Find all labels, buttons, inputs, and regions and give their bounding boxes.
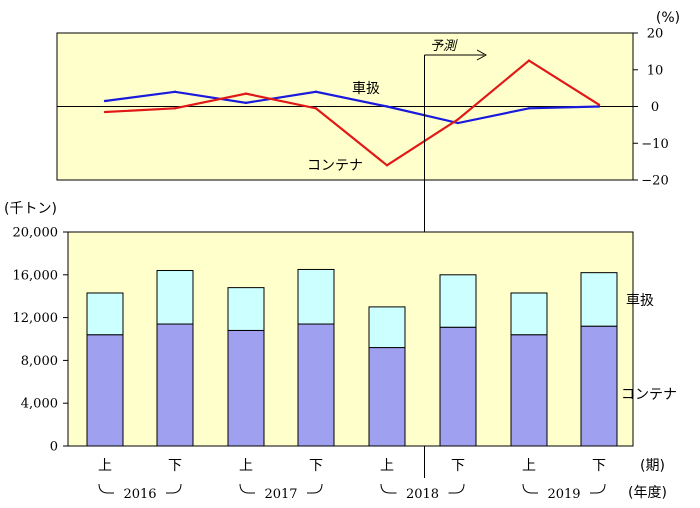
year-bracket-left [98, 483, 114, 494]
period-label: 上 [380, 458, 394, 474]
growth-rate-lines [103, 59, 601, 167]
volume-tick-label: 8,000 [21, 354, 58, 369]
growth-rate-tick-label: 20 [647, 27, 664, 42]
volume-unit: (千トン) [4, 201, 57, 217]
volume-bar-segment [368, 347, 406, 447]
volume-tick-label: 12,000 [13, 311, 59, 326]
growth-rate-tick-label: 0 [651, 100, 659, 115]
growth-rate-y-axis: 20 10 0 −10 −20 [633, 27, 669, 189]
growth-rate-point [244, 101, 248, 105]
volume-bar-segment [86, 334, 124, 447]
year-bracket-right [307, 483, 323, 494]
period-label: 上 [98, 458, 112, 474]
volume-tick-label: 20,000 [13, 226, 59, 241]
growth-rate-point [103, 99, 107, 103]
growth-rate-point [103, 110, 107, 114]
volume-tick-label: 4,000 [21, 397, 58, 412]
growth-rate-point [244, 92, 248, 95]
year-label: 2016 [123, 487, 156, 502]
volume-panel: (千トン) 20,000 16,000 12,000 8,000 4,000 0 車扱 コ… [4, 201, 677, 502]
year-bracket-left [522, 483, 538, 494]
volume-bar-segment [368, 306, 406, 349]
growth-rate-tick-label: −20 [641, 174, 668, 189]
period-label: 下 [309, 458, 323, 474]
period-unit: (期) [640, 458, 665, 474]
year-bracket-left [380, 483, 397, 494]
year-label: 2018 [406, 487, 439, 502]
growth-rate-point [527, 107, 531, 110]
forecast-label: 予測 [430, 39, 458, 54]
growth-rate-point [527, 59, 531, 62]
volume-bar-segment [580, 272, 618, 327]
period-label: 下 [451, 458, 465, 474]
period-label: 下 [592, 458, 606, 474]
growth-rate-label-container: コンテナ [307, 158, 363, 174]
volume-bar-segment [156, 270, 194, 325]
growth-rate-point [385, 105, 389, 108]
growth-rate-point [597, 105, 601, 108]
growth-rate-label-sharyo: 車扱 [352, 80, 380, 97]
growth-rate-series-line [104, 59, 600, 167]
volume-plot-area [67, 231, 634, 447]
growth-rate-point [456, 121, 460, 125]
volume-bar-segment [297, 268, 335, 325]
growth-rate-panel: 20 10 0 −10 −20 (%) 車扱 コンテナ [56, 10, 680, 189]
volume-bar-segment [297, 323, 335, 447]
growth-rate-point [314, 107, 318, 110]
growth-rate-point [173, 90, 177, 94]
volume-bar-segment [580, 325, 618, 447]
growth-rate-tick-label: 10 [647, 63, 664, 78]
volume-bar-segment [510, 292, 548, 336]
volume-bar-segment [510, 334, 548, 447]
year-labels: 2016 2017 2018 2019 [98, 483, 606, 502]
year-label: 2019 [547, 487, 580, 502]
growth-rate-point [314, 90, 318, 94]
period-label: 下 [168, 458, 182, 474]
year-label: 2017 [264, 487, 297, 502]
volume-label-container: コンテナ [621, 387, 677, 403]
growth-rate-series-line [104, 90, 600, 125]
growth-rate-point [173, 107, 177, 110]
year-unit: (年度) [628, 485, 667, 501]
year-bracket-left [239, 483, 255, 494]
forecast-arrow-head [476, 49, 488, 61]
year-bracket-right [590, 483, 606, 494]
volume-label-sharyo: 車扱 [626, 292, 654, 309]
volume-bar-segment [439, 326, 477, 447]
volume-bars [86, 268, 618, 447]
growth-rate-unit: (%) [656, 10, 680, 26]
volume-bar-segment [86, 292, 124, 336]
volume-bar-segment [439, 274, 477, 328]
growth-rate-point [597, 103, 601, 106]
period-labels: 上下上下上下上下 [98, 458, 606, 474]
volume-bar-segment [227, 287, 265, 331]
volume-bar-segment [156, 323, 194, 447]
growth-rate-point [456, 118, 460, 121]
volume-bar-segment [227, 329, 265, 447]
growth-rate-tick-label: −10 [641, 137, 668, 152]
year-bracket-right [448, 483, 465, 494]
volume-y-axis: 20,000 16,000 12,000 8,000 4,000 0 [13, 226, 68, 455]
volume-tick-label: 16,000 [13, 268, 59, 283]
volume-tick-label: 0 [50, 440, 58, 455]
growth-rate-point [385, 164, 389, 167]
period-label: 上 [239, 458, 253, 474]
year-bracket-right [166, 483, 182, 494]
period-label: 上 [522, 458, 536, 474]
